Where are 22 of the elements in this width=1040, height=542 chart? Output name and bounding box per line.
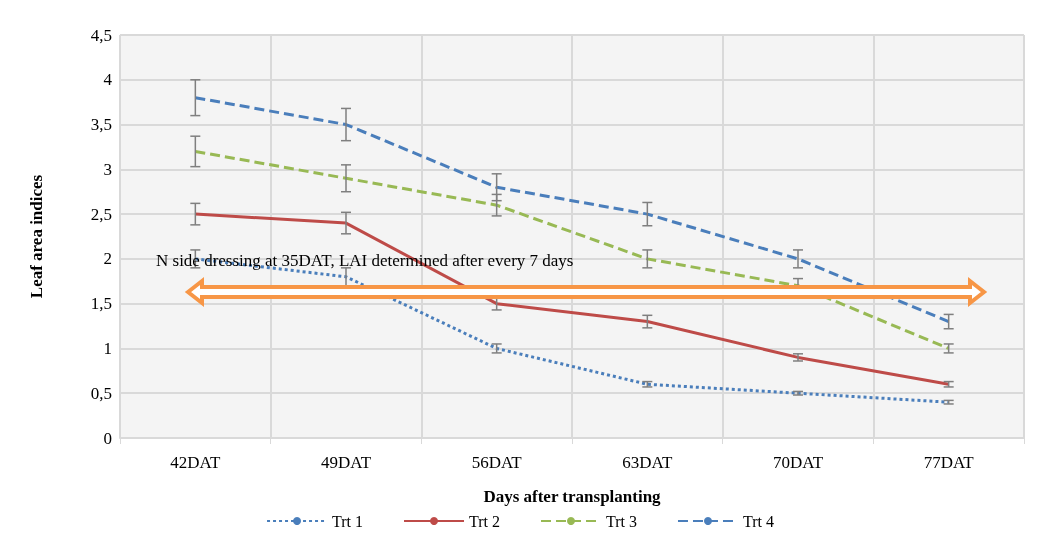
y-tick-label: 0 (103, 428, 112, 448)
y-tick-label: 0,5 (90, 383, 112, 403)
x-tick-label: 49DAT (320, 453, 372, 472)
y-tick-label: 2 (103, 249, 112, 269)
x-tick-label: 63DAT (622, 453, 673, 472)
y-tick-label: 3,5 (90, 115, 112, 135)
x-tick-label: 70DAT (772, 453, 824, 472)
y-tick-label: 3 (103, 159, 112, 179)
x-tick-label: 77DAT (923, 453, 975, 472)
y-tick-label: 1 (103, 338, 112, 358)
y-tick-label: 4,5 (90, 25, 112, 45)
y-axis-title: Leaf area indices (27, 174, 46, 299)
legend-label: Trt 2 (469, 512, 500, 530)
y-tick-label: 2,5 (90, 204, 112, 224)
legend-label: Trt 1 (332, 512, 364, 530)
legend-label: Trt 4 (742, 512, 774, 530)
y-tick-label: 4 (103, 70, 113, 90)
legend-label: Trt 3 (606, 512, 637, 530)
x-tick-label: 42DAT (170, 453, 221, 472)
x-tick-label: 56DAT (471, 453, 523, 472)
y-tick-label: 1,5 (90, 294, 112, 314)
x-axis-title: Days after transplanting (483, 487, 662, 506)
